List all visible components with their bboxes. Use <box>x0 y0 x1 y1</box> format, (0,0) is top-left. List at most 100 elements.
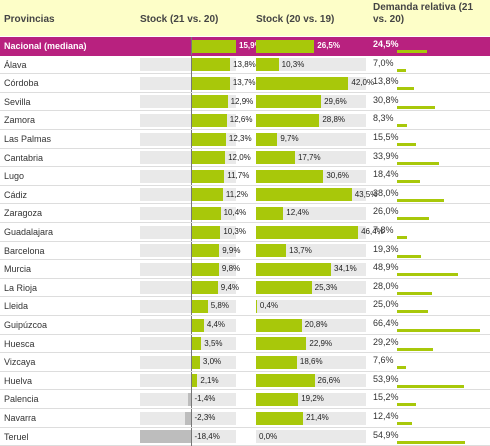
demanda-bar <box>397 105 436 109</box>
stock-20-19-track <box>256 262 366 276</box>
stock-21-20-label: 13,7% <box>232 78 256 88</box>
demanda-value: 53,9% <box>373 373 399 384</box>
province-name: Lleida <box>4 301 29 312</box>
stock-21-20-track <box>140 76 236 90</box>
stock-21-20-bar <box>185 411 192 425</box>
province-name: Cantabria <box>4 152 44 163</box>
stock-21-20-bar <box>191 76 230 90</box>
stock-20-19-bar <box>256 151 295 165</box>
stock-20-19-bar <box>256 188 352 202</box>
stock-20-19-track <box>256 430 366 444</box>
stock-20-19-bar <box>256 262 332 276</box>
stock-21-20-bar <box>191 58 231 72</box>
stock-20-19-bar <box>256 337 307 351</box>
table-row: Lleida 5,8% 0,4% 25,0% <box>0 297 490 316</box>
stock-21-20-bar <box>191 355 200 369</box>
stock-21-20-bar <box>187 392 192 406</box>
stock-21-20-zero-line <box>191 334 193 353</box>
stock-21-20-zero-line <box>191 241 193 260</box>
demanda-value: 29,2% <box>373 336 399 347</box>
stock-21-20-bar <box>191 206 221 220</box>
stock-20-19-bar <box>256 299 257 313</box>
stock-21-20-zero-line <box>191 74 193 93</box>
province-name: Córdoba <box>4 78 39 89</box>
stock-21-20-zero-line <box>191 185 193 204</box>
stock-21-20-bar <box>191 95 228 109</box>
stock-21-20-bar <box>191 299 208 313</box>
stock-21-20-track <box>140 151 236 165</box>
stock-20-19-bar <box>256 318 302 332</box>
stock-20-19-track <box>256 392 366 406</box>
province-name: Navarra <box>4 413 37 423</box>
stock-21-20-zero-line <box>191 297 193 316</box>
stock-21-20-label: 12,0% <box>228 152 251 162</box>
stock-20-19-label: 26,5% <box>317 41 340 50</box>
stock-20-19-bar <box>256 281 312 295</box>
stock-20-19-label: 46,4% <box>361 227 384 236</box>
stock-21-20-bar <box>191 169 225 183</box>
demanda-bar <box>397 366 407 370</box>
stock-20-19-label: 18,6% <box>299 357 323 367</box>
demanda-bar <box>397 50 428 53</box>
stock-21-20-track <box>140 188 236 202</box>
province-name: Teruel <box>4 431 29 442</box>
stock-21-20-label: 3,0% <box>202 357 222 367</box>
stock-21-20-label: 12,9% <box>230 96 254 106</box>
stock-21-20-track <box>140 430 236 444</box>
demanda-bar <box>397 329 480 332</box>
demanda-bar <box>397 254 421 258</box>
stock-21-20-label: 9,9% <box>222 245 241 255</box>
table-row: Huelva 2,1% 26,6% 53,9% <box>0 371 490 391</box>
stock-21-20-label: 9,4% <box>220 282 240 292</box>
stock-20-19-track <box>256 281 366 295</box>
stock-20-19-label: 12,4% <box>286 208 309 218</box>
table-row: Murcia 9,8% 34,1% 48,9% <box>0 260 490 279</box>
stock-21-20-bar <box>191 188 223 202</box>
stock-21-20-label: 10,4% <box>223 208 247 218</box>
demanda-value: 66,4% <box>373 318 399 328</box>
header-demanda: Demanda relativa (21 vs. 20) <box>373 2 474 25</box>
stock-21-20-label: -1,4% <box>194 394 216 404</box>
stock-21-20-zero-line <box>191 371 193 390</box>
table-row: Guadalajara 10,3% 46,4% 7,8% <box>0 223 490 242</box>
stock-20-19-label: 10,3% <box>281 59 305 69</box>
stock-20-19-bar <box>256 113 320 127</box>
stock-20-19-track <box>256 244 366 258</box>
province-name: Zamora <box>4 115 36 126</box>
table-row: Navarra -2,3% 21,4% 12,4% <box>0 409 490 428</box>
stock-21-20-label: 13,8% <box>233 59 256 69</box>
stock-20-19-label: 0,0% <box>259 431 278 441</box>
table-row: Guipúzcoa 4,4% 20,8% 66,4% <box>0 316 490 335</box>
stock-21-20-track <box>140 411 236 425</box>
stock-20-19-bar <box>256 355 297 369</box>
stock-21-20-track <box>140 58 236 72</box>
stock-20-19-label: 29,6% <box>324 96 347 106</box>
province-name: La Rioja <box>4 282 38 293</box>
demanda-bar <box>397 87 415 91</box>
table-row: La Rioja 9,4% 25,3% 28,0% <box>0 278 490 298</box>
stock-20-19-track <box>256 206 366 220</box>
demanda-bar <box>397 217 430 221</box>
stock-20-19-track <box>256 355 366 369</box>
stock-20-19-track <box>256 374 366 388</box>
stock-20-19-track <box>256 169 366 183</box>
stock-21-20-track <box>140 132 236 146</box>
stock-20-19-label: 25,3% <box>314 282 338 292</box>
stock-20-19-label: 43,5% <box>354 189 378 199</box>
demanda-value: 7,6% <box>373 355 394 366</box>
stock-20-19-label: 30,6% <box>326 171 349 181</box>
table-row: Sevilla 12,9% 29,6% 30,8% <box>0 92 490 112</box>
stock-21-20-zero-line <box>191 278 193 297</box>
demanda-value: 19,3% <box>373 243 399 254</box>
stock-21-20-label: 2,1% <box>200 375 219 385</box>
stock-20-19-label: 9,7% <box>280 134 299 143</box>
demanda-bar <box>397 291 432 295</box>
stock-21-20-track <box>140 318 236 332</box>
stock-20-19-label: 17,7% <box>297 152 321 162</box>
stock-21-20-zero-line <box>191 111 193 130</box>
stock-20-19-track <box>256 188 366 202</box>
stock-21-20-label: 12,3% <box>228 134 252 143</box>
stock-21-20-track <box>140 262 236 276</box>
stock-20-19-bar <box>256 39 315 53</box>
